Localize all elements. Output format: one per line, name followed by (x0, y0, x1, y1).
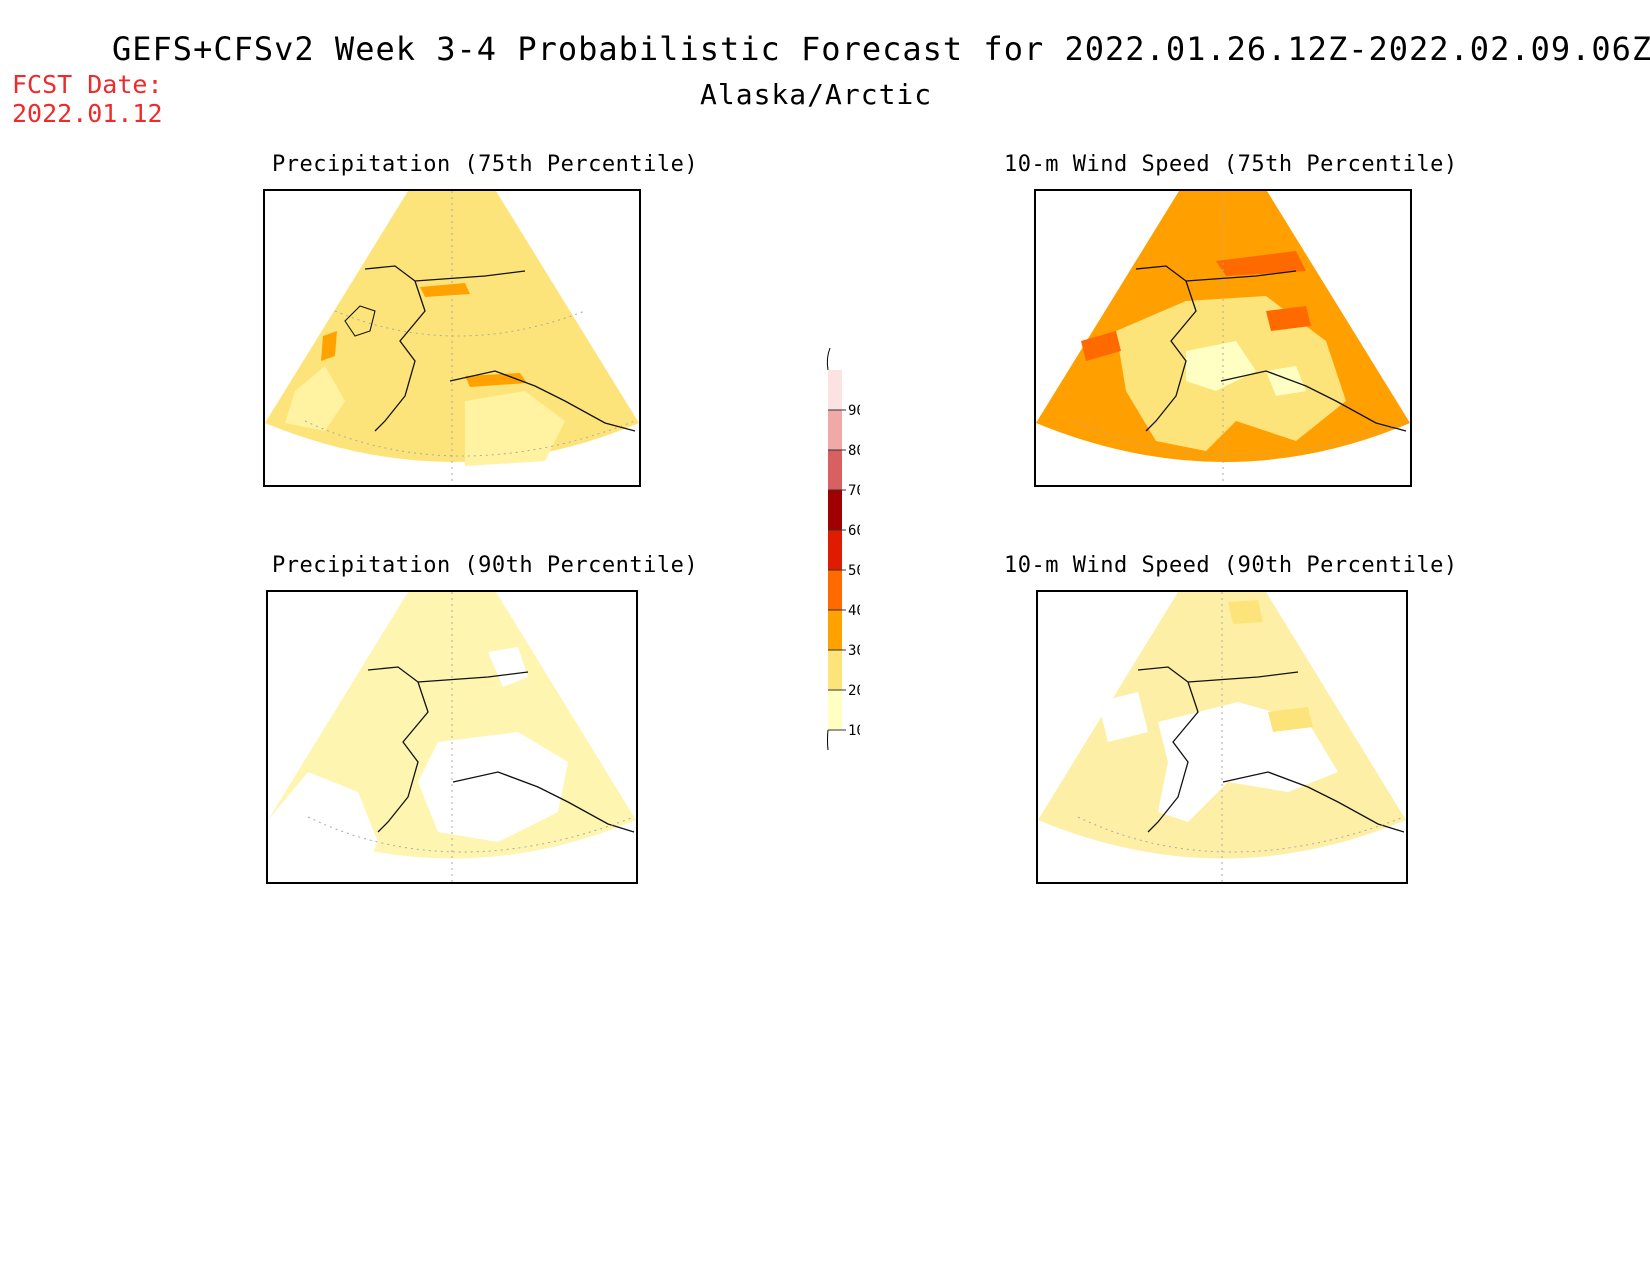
below-threshold-region (488, 647, 528, 687)
colorbar-swatch (828, 690, 842, 730)
forecast-sector (265, 191, 639, 462)
colorbar-label: 90 (848, 403, 860, 419)
colorbar-swatch (828, 490, 842, 530)
coastline (1185, 270, 1297, 282)
precip-90-map (268, 592, 636, 882)
forecast-date-label: FCST Date: (12, 70, 163, 99)
latitude-line (1075, 420, 1407, 457)
region-subtitle: Alaska/Arctic (700, 78, 933, 111)
moderate-region (1228, 600, 1263, 624)
colorbar-label: 50 (848, 563, 860, 579)
colorbar-svg: 10 20 30 40 50 60 70 80 90 (826, 347, 865, 771)
precip-75-map (265, 191, 639, 485)
coastline (344, 305, 376, 337)
light-region (465, 391, 565, 466)
wind-75-map (1036, 191, 1410, 485)
below-threshold-region (1158, 702, 1338, 822)
wind-90-map (1038, 592, 1406, 882)
colorbar-swatch (828, 450, 842, 490)
coastline (367, 666, 429, 833)
latitude-line (304, 420, 636, 457)
colorbar-label: 80 (848, 443, 860, 459)
coastline (1137, 666, 1199, 833)
map-panel-precip-90 (266, 590, 638, 884)
map-panel-wind-90 (1036, 590, 1408, 884)
colorbar-label: 10 (848, 723, 860, 739)
light-region (1186, 341, 1256, 391)
colorbar-label: 40 (848, 603, 860, 619)
light-region (285, 366, 345, 431)
coastline (417, 671, 529, 683)
colorbar-label: 70 (848, 483, 860, 499)
coastline (414, 270, 526, 282)
coastline (1187, 671, 1299, 683)
colorbar-label: 60 (848, 523, 860, 539)
colorbar-arc-top (826, 347, 831, 371)
map-panel-wind-75 (1034, 189, 1412, 487)
colorbar-label: 30 (848, 643, 860, 659)
colorbar: 10 20 30 40 50 60 70 80 90 (790, 330, 865, 771)
map-panel-precip-75 (263, 189, 641, 487)
hotspot (321, 331, 337, 361)
forecast-date-block: FCST Date: 2022.01.12 (12, 70, 163, 128)
colorbar-swatch (828, 570, 842, 610)
panel-title-wind-90: 10-m Wind Speed (90th Percentile) (1004, 553, 1458, 578)
below-threshold-region (418, 732, 568, 842)
colorbar-swatch (828, 370, 842, 410)
coastline (1220, 370, 1407, 432)
colorbar-swatch (828, 530, 842, 570)
figure-title: GEFS+CFSv2 Week 3-4 Probabilistic Foreca… (112, 30, 1650, 68)
panel-title-precip-90: Precipitation (90th Percentile) (272, 553, 699, 578)
hotspot (420, 283, 470, 297)
colorbar-label: 20 (848, 683, 860, 699)
below-threshold-region (1098, 692, 1148, 742)
coastline (364, 265, 426, 432)
below-threshold-region (268, 772, 378, 882)
hotspot (1081, 331, 1121, 361)
light-region (1266, 366, 1306, 396)
colorbar-swatch (828, 650, 842, 690)
hotspot (1216, 251, 1306, 276)
hotspot (1266, 306, 1311, 331)
coastline (1135, 265, 1197, 432)
panel-title-precip-75: Precipitation (75th Percentile) (272, 152, 699, 177)
panel-title-wind-75: 10-m Wind Speed (75th Percentile) (1004, 152, 1458, 177)
colorbar-swatch (828, 610, 842, 650)
moderate-region (1268, 707, 1313, 732)
colorbar-arc-bottom (827, 729, 833, 771)
forecast-date-value: 2022.01.12 (12, 99, 163, 128)
coastline (449, 370, 636, 432)
colorbar-swatch (828, 410, 842, 450)
